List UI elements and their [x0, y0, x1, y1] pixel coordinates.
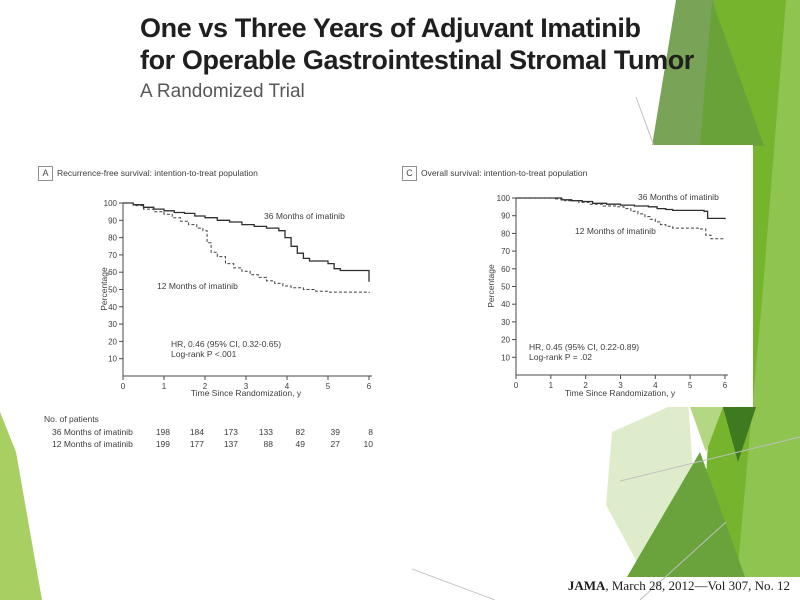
panel-a-yaxis-title: Percentage — [99, 267, 109, 311]
y-tick-label: 20 — [108, 337, 117, 346]
x-tick-label: 3 — [618, 381, 623, 390]
x-tick-label: 1 — [549, 381, 554, 390]
green-triangle-midlight — [690, 407, 723, 452]
panel-a-key: A — [38, 166, 53, 181]
y-tick-label: 100 — [104, 199, 118, 208]
panel-a-xaxis-title: Time Since Randomization, y — [190, 388, 302, 398]
patient-count: 39 — [330, 427, 340, 437]
y-tick-label: 30 — [108, 320, 117, 329]
y-tick-label: 90 — [108, 216, 117, 225]
panel-c-key: C — [402, 166, 417, 181]
panel-c-hr-annotation: HR, 0.45 (95% CI, 0.22-0.89) Log-rank P … — [529, 342, 639, 362]
panel-a-hr-annotation: HR, 0.46 (95% CI, 0.32-0.65) Log-rank P … — [171, 339, 281, 359]
panel-c-logrank-line: Log-rank P = .02 — [529, 352, 592, 362]
y-tick-label: 10 — [501, 353, 510, 362]
y-tick-label: 50 — [501, 283, 510, 292]
citation-rest: , March 28, 2012—Vol 307, No. 12 — [605, 578, 790, 593]
x-tick-label: 4 — [653, 381, 658, 390]
patient-count: 133 — [258, 427, 273, 437]
x-tick-label: 5 — [688, 381, 693, 390]
x-tick-label: 6 — [367, 382, 372, 391]
x-tick-label: 2 — [203, 382, 208, 391]
panel-a-title: Recurrence-free survival: intention-to-t… — [57, 168, 258, 178]
y-tick-label: 70 — [108, 251, 117, 260]
hairline-accent — [635, 96, 655, 147]
panel-c-series-12mo-label: 12 Months of imatinib — [575, 226, 656, 236]
y-tick-label: 40 — [108, 303, 117, 312]
patient-count: 198 — [155, 427, 170, 437]
patient-count: 88 — [263, 439, 273, 449]
green-triangle-dark — [723, 407, 756, 462]
patients-table-row-12mo: 12 Months of imatinib 199 177 137 88 49 … — [0, 439, 400, 450]
x-tick-label: 4 — [285, 382, 290, 391]
y-tick-label: 10 — [108, 355, 117, 364]
slide-title-line1: One vs Three Years of Adjuvant Imatinib — [140, 13, 641, 43]
survival-curve-12mo — [123, 202, 370, 293]
patient-count: 199 — [155, 439, 170, 449]
y-tick-label: 80 — [501, 229, 510, 238]
y-tick-label: 70 — [501, 247, 510, 256]
green-triangle-olive-dark — [700, 0, 764, 146]
x-tick-label: 5 — [326, 382, 331, 391]
y-tick-label: 60 — [501, 265, 510, 274]
green-triangle-light-edge — [737, 0, 800, 577]
slide-title-line2: for Operable Gastrointestinal Stromal Tu… — [140, 45, 694, 75]
survival-curve-36mo — [123, 202, 370, 282]
green-triangle-medium — [627, 452, 745, 577]
survival-curve-36mo — [516, 197, 726, 220]
panel-a-logrank-line: Log-rank P <.001 — [171, 349, 237, 359]
patient-count: 82 — [295, 427, 305, 437]
journal-name: JAMA — [567, 578, 606, 593]
y-tick-label: 90 — [501, 212, 510, 221]
figure-panel-c-background — [395, 145, 753, 407]
y-tick-label: 20 — [501, 336, 510, 345]
patients-row-label: 12 Months of imatinib — [52, 439, 133, 449]
patient-count: 173 — [223, 427, 238, 437]
panel-c-series-36mo-label: 36 Months of imatinib — [638, 192, 719, 202]
hairline-accent — [411, 568, 496, 600]
y-tick-label: 100 — [497, 194, 511, 203]
journal-citation: JAMA, March 28, 2012—Vol 307, No. 12 — [568, 578, 790, 594]
y-tick-label: 40 — [501, 300, 510, 309]
panel-c-hr-line: HR, 0.45 (95% CI, 0.22-0.89) — [529, 342, 640, 352]
figure-panel-a-background — [28, 145, 390, 470]
panel-a-hr-line: HR, 0.46 (95% CI, 0.32-0.65) — [171, 339, 282, 349]
x-tick-label: 6 — [723, 381, 728, 390]
x-tick-label: 0 — [514, 381, 519, 390]
survival-curve-12mo — [516, 197, 725, 240]
title-block: One vs Three Years of Adjuvant Imatinib … — [140, 12, 694, 103]
patients-table-row-36mo: 36 Months of imatinib 198 184 173 133 82… — [0, 427, 400, 438]
patient-count: 137 — [223, 439, 238, 449]
x-tick-label: 0 — [121, 382, 126, 391]
patients-table-heading: No. of patients — [44, 414, 99, 424]
panel-c-xaxis-title: Time Since Randomization, y — [564, 388, 676, 398]
x-tick-label: 1 — [162, 382, 167, 391]
y-tick-label: 30 — [501, 318, 510, 327]
y-tick-label: 50 — [108, 286, 117, 295]
panel-a-series-36mo-label: 36 Months of imatinib — [264, 211, 345, 221]
patient-count: 10 — [363, 439, 373, 449]
patient-count: 49 — [295, 439, 305, 449]
hairline-accent — [639, 521, 727, 600]
panel-c-yaxis-title: Percentage — [486, 264, 496, 308]
patient-count: 27 — [330, 439, 340, 449]
patient-count: 8 — [368, 427, 373, 437]
green-sliver-left-edge — [0, 412, 42, 600]
x-tick-label: 3 — [244, 382, 249, 391]
y-tick-label: 80 — [108, 234, 117, 243]
patients-row-label: 36 Months of imatinib — [52, 427, 133, 437]
hairline-accent — [619, 436, 800, 482]
panel-c-title: Overall survival: intention-to-treat pop… — [421, 168, 588, 178]
x-tick-label: 2 — [583, 381, 588, 390]
patient-count: 184 — [189, 427, 204, 437]
slide-subtitle: A Randomized Trial — [140, 81, 305, 102]
panel-a-series-12mo-label: 12 Months of imatinib — [157, 281, 238, 291]
y-tick-label: 60 — [108, 268, 117, 277]
patient-count: 177 — [189, 439, 204, 449]
